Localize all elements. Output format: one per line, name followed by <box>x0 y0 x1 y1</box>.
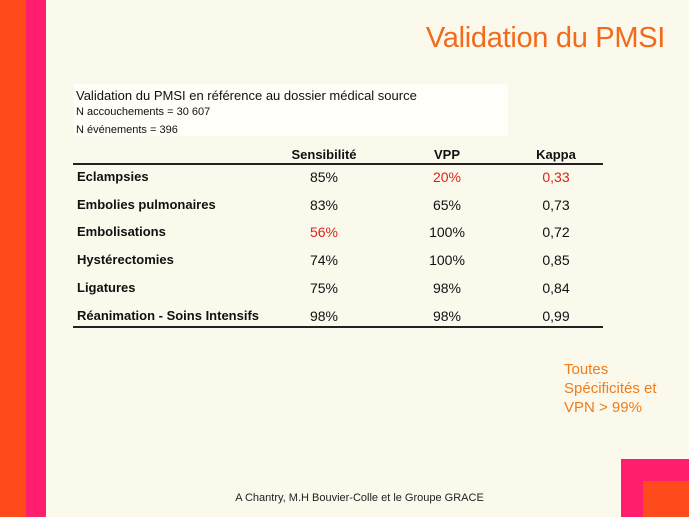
events-count: N événements = 396 <box>76 124 178 136</box>
cell-eclampsies-sensibilite: 85% <box>309 169 339 185</box>
corner-orange-block <box>643 481 689 517</box>
cell-embolies-kappa: 0,73 <box>542 197 570 213</box>
cell-embolisations-kappa: 0,72 <box>542 224 570 240</box>
cell-hysterectomies-kappa: 0,85 <box>542 252 570 268</box>
table-header-rule <box>73 163 603 165</box>
row-label-reanimation: Réanimation - Soins Intensifs <box>77 308 260 323</box>
cell-reanimation-kappa: 0,99 <box>542 308 570 324</box>
table-caption: Validation du PMSI en référence au dossi… <box>76 88 417 103</box>
cell-reanimation-sensibilite: 98% <box>309 308 339 324</box>
cell-embolies-sensibilite: 83% <box>309 197 339 213</box>
cell-ligatures-kappa: 0,84 <box>542 280 570 296</box>
left-orange-stripe <box>0 0 26 517</box>
cell-embolies-vpp: 65% <box>432 197 462 213</box>
cell-hysterectomies-vpp: 100% <box>429 252 465 268</box>
cell-ligatures-sensibilite: 75% <box>309 280 339 296</box>
cell-eclampsies-vpp: 20% <box>432 169 462 185</box>
row-label-hysterectomies: Hystérectomies <box>77 252 174 267</box>
cell-reanimation-vpp: 98% <box>432 308 462 324</box>
table-bottom-rule <box>73 326 603 328</box>
cell-embolisations-vpp: 100% <box>429 224 465 240</box>
header-panel <box>74 84 508 136</box>
column-header-kappa: Kappa <box>536 147 576 162</box>
cell-hysterectomies-sensibilite: 74% <box>309 252 339 268</box>
cell-ligatures-vpp: 98% <box>432 280 462 296</box>
cell-embolisations-sensibilite: 56% <box>309 224 339 240</box>
footer-credits: A Chantry, M.H Bouvier-Colle et le Group… <box>235 492 484 504</box>
row-label-embolies-pulmonaires: Embolies pulmonaires <box>77 197 216 212</box>
left-pink-stripe <box>26 0 46 517</box>
column-header-vpp: VPP <box>433 147 460 162</box>
row-label-embolisations: Embolisations <box>77 224 166 239</box>
cell-eclampsies-kappa: 0,33 <box>542 169 570 185</box>
births-count: N accouchements = 30 607 <box>76 106 211 118</box>
row-label-eclampsies: Eclampsies <box>77 169 149 184</box>
specificity-note: Toutes Spécificités et VPN > 99% <box>564 361 657 416</box>
slide-title: Validation du PMSI <box>425 22 665 54</box>
column-header-sensibilite: Sensibilité <box>291 147 357 162</box>
row-label-ligatures: Ligatures <box>77 280 136 295</box>
